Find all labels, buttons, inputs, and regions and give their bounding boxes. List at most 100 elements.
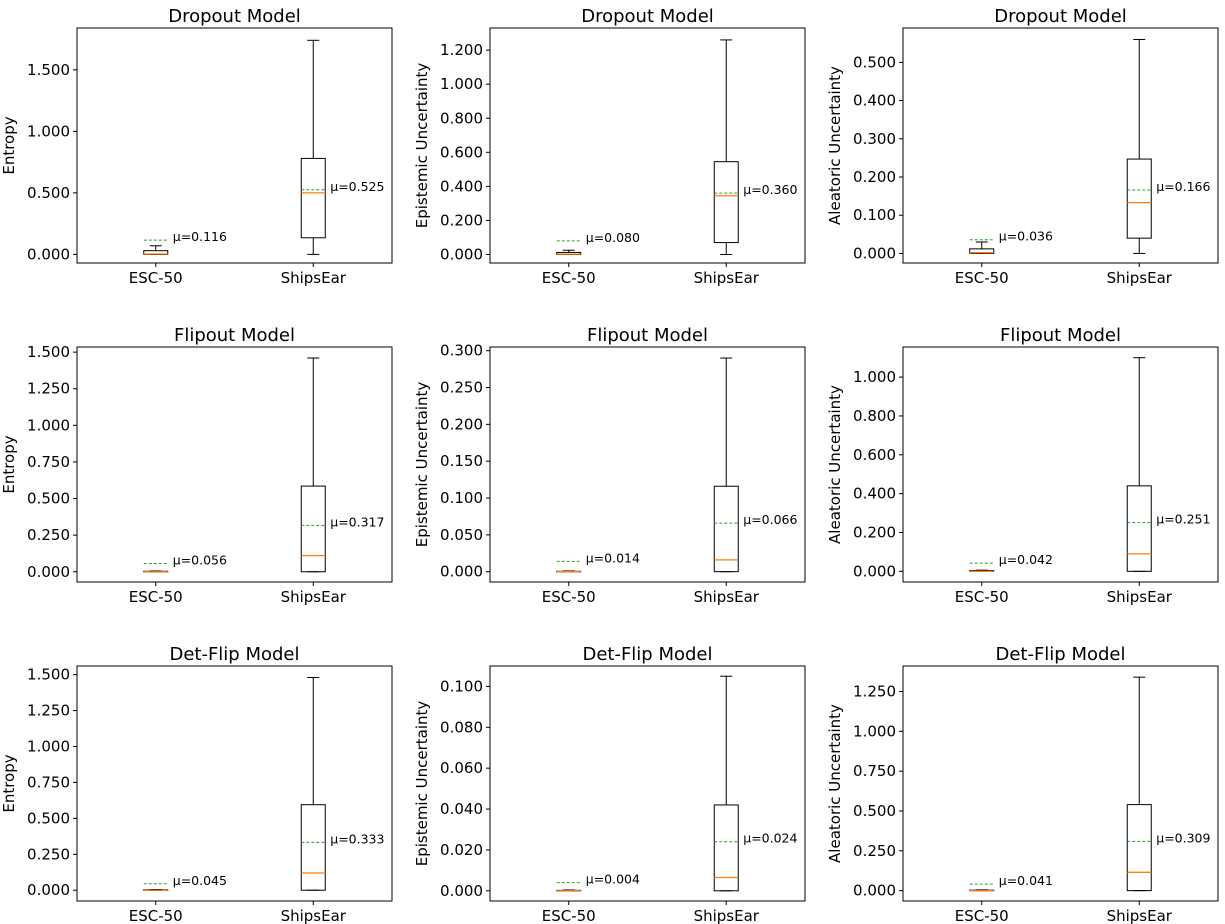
y-tick-label: 1.000	[27, 737, 70, 755]
box-shipsear: μ=0.317	[300, 357, 384, 573]
y-tick-label: 0.500	[27, 490, 70, 508]
y-axis-label: Aleatoric Uncertainty	[826, 385, 844, 544]
y-tick-label: 0.000	[27, 245, 70, 263]
box-shipsear: μ=0.333	[300, 676, 384, 891]
y-tick-label: 0.300	[440, 342, 483, 360]
y-tick-label: 0.200	[440, 211, 483, 229]
y-tick-label: 0.800	[440, 109, 483, 127]
mean-label: μ=0.066	[743, 512, 797, 527]
plot-frame	[902, 665, 1219, 902]
x-tick-label: ShipsEar	[281, 269, 347, 287]
y-tick-label: 0.040	[440, 800, 483, 818]
mean-label: μ=0.309	[1156, 830, 1210, 845]
y-axis-label: Epistemic Uncertainty	[413, 382, 431, 548]
plot-frame	[76, 27, 393, 264]
y-tick-label: 0.200	[853, 523, 896, 541]
subplot-title: Dropout Model	[994, 6, 1127, 27]
box-shipsear: μ=0.251	[1126, 357, 1210, 572]
plot-frame	[902, 346, 1219, 583]
iqr-box	[713, 161, 739, 244]
subplot-2-1: Flipout Model Entropy 0.000 0.250 0.500 0.750…	[0, 325, 393, 606]
y-tick-label: 0.500	[853, 53, 896, 71]
y-tick-label: 0.200	[440, 415, 483, 433]
x-tick-label: ShipsEar	[1107, 269, 1173, 287]
y-axis-label: Aleatoric Uncertainty	[826, 66, 844, 225]
subplot-title: Dropout Model	[168, 6, 301, 27]
y-tick-label: 1.000	[27, 122, 70, 140]
box-esc-50: μ=0.042	[969, 552, 1053, 572]
y-tick-label: 0.050	[440, 526, 483, 544]
subplot-title: Det-Flip Model	[582, 644, 712, 665]
box-shipsear: μ=0.525	[300, 39, 384, 255]
x-tick-label: ESC-50	[955, 588, 1009, 606]
subplot-title: Det-Flip Model	[995, 644, 1125, 665]
y-tick-label: 1.000	[27, 416, 70, 434]
mean-label: μ=0.080	[586, 230, 640, 245]
mean-label: μ=0.525	[330, 179, 384, 194]
y-tick-label: 0.750	[27, 773, 70, 791]
plot-frame	[489, 27, 806, 264]
x-tick-label: ESC-50	[129, 269, 183, 287]
x-tick-label: ShipsEar	[1107, 907, 1173, 924]
mean-label: μ=0.056	[173, 553, 227, 568]
y-tick-label: 0.150	[440, 452, 483, 470]
y-tick-label: 0.000	[27, 563, 70, 581]
mean-label: μ=0.333	[330, 831, 384, 846]
box-esc-50: μ=0.036	[969, 229, 1053, 254]
y-tick-label: 1.000	[853, 368, 896, 386]
x-tick-label: ShipsEar	[1107, 588, 1173, 606]
mean-label: μ=0.041	[999, 873, 1053, 888]
y-tick-label: 0.100	[853, 206, 896, 224]
box-esc-50: μ=0.056	[143, 553, 227, 573]
iqr-box	[1126, 804, 1152, 892]
iqr-box	[969, 248, 995, 254]
y-tick-label: 0.250	[853, 842, 896, 860]
x-tick-label: ShipsEar	[281, 588, 347, 606]
subplot-3-1: Det-Flip Model Entropy 0.000 0.250 0.500 0.75…	[0, 644, 393, 924]
y-tick-label: 1.000	[440, 75, 483, 93]
iqr-box	[300, 157, 326, 239]
plot-frame	[489, 665, 806, 902]
iqr-box	[300, 485, 326, 573]
y-tick-label: 1.250	[27, 702, 70, 720]
mean-label: μ=0.036	[999, 229, 1053, 244]
y-tick-label: 0.000	[27, 881, 70, 899]
subplot-title: Flipout Model	[1000, 325, 1121, 346]
mean-label: μ=0.116	[173, 229, 227, 244]
y-tick-label: 1.500	[27, 343, 70, 361]
y-tick-label: 0.100	[440, 677, 483, 695]
subplot-title: Flipout Model	[174, 325, 295, 346]
box-esc-50: μ=0.004	[556, 872, 640, 892]
box-esc-50: μ=0.014	[556, 550, 640, 573]
y-tick-label: 0.100	[440, 489, 483, 507]
y-tick-label: 1.250	[853, 682, 896, 700]
iqr-box	[1126, 485, 1152, 572]
box-esc-50: μ=0.041	[969, 873, 1053, 892]
subplot-3-3: Det-Flip Model Aleatoric Uncertainty 0.000…	[826, 644, 1219, 924]
subplot-3-2: Det-Flip Model Epistemic Uncertainty 0.000…	[413, 644, 806, 924]
iqr-box	[713, 804, 739, 892]
box-esc-50: μ=0.045	[143, 873, 227, 891]
x-tick-label: ESC-50	[955, 269, 1009, 287]
y-tick-label: 0.400	[853, 485, 896, 503]
y-axis-label: Epistemic Uncertainty	[413, 701, 431, 867]
mean-label: μ=0.166	[1156, 179, 1210, 194]
y-tick-label: 0.300	[853, 130, 896, 148]
y-tick-label: 0.500	[27, 809, 70, 827]
y-tick-label: 0.400	[440, 177, 483, 195]
y-tick-label: 0.000	[440, 563, 483, 581]
y-tick-label: 1.000	[853, 722, 896, 740]
box-shipsear: μ=0.024	[713, 675, 798, 892]
subplot-1-3: Dropout Model Aleatoric Uncertainty 0.000 0…	[826, 6, 1219, 287]
y-tick-label: 0.250	[440, 379, 483, 397]
mean-label: μ=0.024	[743, 831, 797, 846]
subplot-1-2: Dropout Model Epistemic Uncertainty 0.000 0…	[413, 6, 806, 287]
subplot-1-1: Dropout Model Entropy 0.000 0.500 1.000 1.500…	[0, 6, 393, 287]
y-axis-label: Entropy	[0, 754, 18, 812]
box-shipsear: μ=0.309	[1126, 676, 1211, 892]
mean-label: μ=0.360	[743, 182, 797, 197]
y-tick-label: 0.600	[853, 446, 896, 464]
subplot-2-3: Flipout Model Aleatoric Uncertainty 0.000 0…	[826, 325, 1219, 606]
x-tick-label: ESC-50	[542, 269, 596, 287]
